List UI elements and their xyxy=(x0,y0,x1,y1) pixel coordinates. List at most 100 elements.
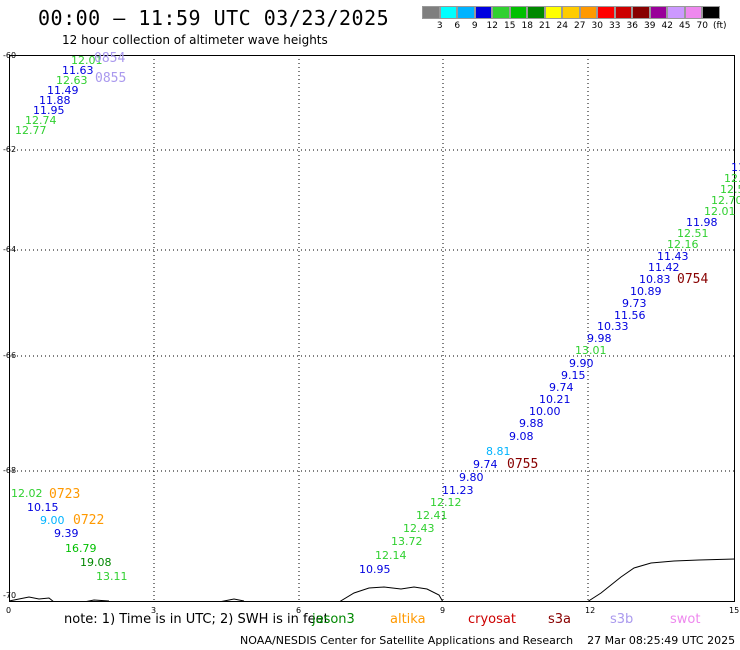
wave-height-label: 9.00 xyxy=(40,514,65,527)
wave-height-label: 9.90 xyxy=(569,357,594,370)
wave-height-label: 12.51 xyxy=(677,227,709,240)
wave-height-label: 16.79 xyxy=(65,542,97,555)
wave-height-label: 10.89 xyxy=(630,285,662,298)
scale-label: 6 xyxy=(454,21,461,31)
pass-time-label: 0755 xyxy=(507,457,539,472)
wave-height-label: 11.23 xyxy=(442,484,474,497)
scale-label: 24 xyxy=(556,21,568,31)
scale-label: 36 xyxy=(626,21,638,31)
scale-cell xyxy=(702,6,720,19)
scale-label: 3 xyxy=(436,21,443,31)
scale-cell xyxy=(632,6,650,19)
wave-height-label: 12.41 xyxy=(416,509,448,522)
scale-label: 12 xyxy=(486,21,498,31)
wave-height-label: 19.08 xyxy=(80,556,112,569)
wave-height-label: 12.14 xyxy=(375,549,407,562)
scale-cell xyxy=(527,6,545,19)
scale-cell xyxy=(649,6,667,19)
satellite-legend-s3b: s3b xyxy=(610,612,634,627)
x-tick-label: 3 xyxy=(151,606,157,615)
scale-label: 42 xyxy=(661,21,673,31)
wave-height-label: 9.15 xyxy=(561,369,586,382)
scale-label: 21 xyxy=(539,21,551,31)
pass-time-label: 0854 xyxy=(94,51,126,66)
wave-height-label: 11.56 xyxy=(614,309,646,322)
wave-height-label: 9.80 xyxy=(459,471,484,484)
wave-height-label: 9.74 xyxy=(549,381,574,394)
color-scale-unit: (ft) xyxy=(713,21,727,31)
satellite-legend-cryosat: cryosat xyxy=(468,612,516,627)
footer-credit: NOAA/NESDIS Center for Satellite Applica… xyxy=(240,634,735,647)
color-scale-labels: 3 6 9 12 15 18 21 24 27 30 33 36 39 42 45 70 xyxy=(422,21,711,31)
scale-label: 30 xyxy=(591,21,603,31)
wave-height-label: 11.43 xyxy=(657,250,689,263)
scale-cell xyxy=(562,6,580,19)
wave-height-label: 11.63 xyxy=(62,64,94,77)
scale-label: 39 xyxy=(644,21,656,31)
scale-cell xyxy=(544,6,562,19)
wave-height-label: 9.73 xyxy=(622,297,647,310)
x-tick-label: 6 xyxy=(296,606,302,615)
wave-height-label: 10.21 xyxy=(539,393,571,406)
wave-height-label: 11.42 xyxy=(648,261,680,274)
wave-height-label: 12.16 xyxy=(667,238,699,251)
satellite-legend-jason3: jason3 xyxy=(312,612,355,627)
scale-label: 45 xyxy=(679,21,691,31)
wave-height-label: 12. xyxy=(724,172,740,185)
wave-height-label: 13.01 xyxy=(575,344,607,357)
wave-height-label: 8.81 xyxy=(486,445,511,458)
timestamp: 27 Mar 08:25:49 UTC 2025 xyxy=(587,634,736,647)
wave-height-label: 9.39 xyxy=(54,527,79,540)
wave-height-label: 12.70 xyxy=(711,194,740,207)
satellite-legend-s3a: s3a xyxy=(548,612,572,627)
scale-cell xyxy=(509,6,527,19)
wave-height-label: 10.33 xyxy=(597,320,629,333)
map-area: 12.01 11.63 12.63 11.49 11.88 11.95 12.74 12.77… xyxy=(9,51,740,602)
wave-height-label: 11.88 xyxy=(39,94,71,107)
coastline xyxy=(9,558,735,602)
satellite-legend-swot: swot xyxy=(670,612,701,627)
credit-text: NOAA/NESDIS Center for Satellite Applica… xyxy=(240,634,574,647)
scale-label: 27 xyxy=(574,21,586,31)
wave-height-label: 10.00 xyxy=(529,405,561,418)
scale-cell xyxy=(439,6,457,19)
wave-height-label: 12.43 xyxy=(403,522,435,535)
scale-cell xyxy=(492,6,510,19)
scale-cell xyxy=(684,6,702,19)
footnote: note: 1) Time is in UTC; 2) SWH is in fe… xyxy=(64,612,329,627)
scale-cell xyxy=(457,6,475,19)
map-title: 00:00 – 11:59 UTC 03/23/2025 xyxy=(38,6,390,30)
scale-cell xyxy=(597,6,615,19)
wave-height-label: 9.88 xyxy=(519,417,544,430)
map-grid xyxy=(9,55,735,602)
satellite-legend-altika: altika xyxy=(390,612,426,627)
wave-height-label: 13.72 xyxy=(391,535,423,548)
wave-height-label: 9.98 xyxy=(587,332,612,345)
wave-height-label: 12.63 xyxy=(56,74,88,87)
x-tick-label: 9 xyxy=(440,606,446,615)
scale-cell xyxy=(667,6,685,19)
pass-time-label: 0723 xyxy=(49,487,81,502)
pass-time-label: 0754 xyxy=(677,272,709,287)
scale-label: 33 xyxy=(609,21,621,31)
scale-label: 9 xyxy=(471,21,478,31)
wave-height-label: 9.74 xyxy=(473,458,498,471)
wave-height-label: 10.95 xyxy=(359,563,391,576)
scale-cell xyxy=(614,6,632,19)
wave-height-label: 11.95 xyxy=(33,104,65,117)
scale-cell xyxy=(579,6,597,19)
map-subtitle: 12 hour collection of altimeter wave hei… xyxy=(62,33,328,47)
x-tick-label: 0 xyxy=(6,606,12,615)
x-tick-label: 15 xyxy=(729,606,740,615)
scale-cell xyxy=(474,6,492,19)
x-tick-label: 12 xyxy=(585,606,596,615)
color-scale-bar xyxy=(422,6,720,19)
wave-height-label: 12.01 xyxy=(71,54,103,67)
wave-height-label: 13.11 xyxy=(96,570,128,583)
wave-height-label: 12.01 xyxy=(704,205,736,218)
pass-time-label: 0855 xyxy=(95,71,127,86)
scale-cell xyxy=(422,6,440,19)
scale-label: 15 xyxy=(504,21,516,31)
wave-height-label: 10.15 xyxy=(27,501,59,514)
pass-time-label: 0722 xyxy=(73,513,105,528)
